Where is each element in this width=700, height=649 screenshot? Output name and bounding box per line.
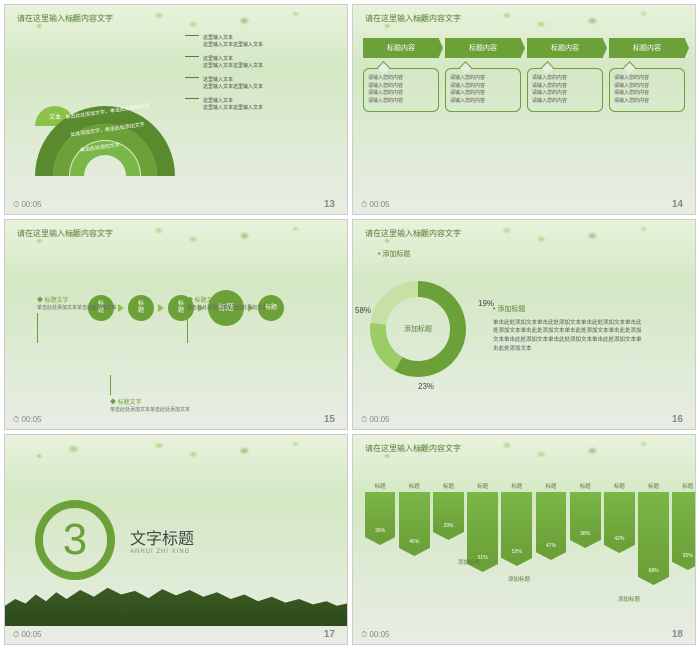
line-text: 这里输入文本这里输入文本这里输入文本: [203, 77, 263, 90]
bubble-item: 请输入您的内容请输入您的内容请输入您的内容请输入您的内容: [527, 68, 603, 112]
section-subtitle: ANHUI ZHI XING: [130, 549, 194, 555]
annotation: 添加标题: [508, 575, 530, 583]
page-number: 13: [324, 199, 335, 210]
line-text: 这里输入文本这里输入文本这里输入文本: [203, 98, 263, 111]
section-title: 文字标题: [130, 525, 194, 549]
bar-column: 标题38%: [570, 482, 601, 540]
flow-label: ◆ 标题文字单击此处添加文本单击此处添加文本: [37, 295, 117, 343]
tab-item: 标题内容: [363, 38, 439, 58]
annotation: 添加标题: [618, 595, 640, 603]
bubble-item: 请输入您的内容请输入您的内容请输入您的内容请输入您的内容: [445, 68, 521, 112]
bar-column: 标题52%: [501, 482, 532, 558]
slide-15: 请在这里输入标题内容文字 ◆ 标题文字单击此处添加文本单击此处添加文本 ◆ 标题文…: [4, 219, 348, 430]
donut-chart: 添加标题 58%19%23%: [363, 274, 473, 384]
timer: ⏱ 00:05: [13, 415, 41, 425]
page-number: 18: [672, 629, 683, 640]
slide-title: 请在这里输入标题内容文字: [365, 13, 461, 24]
slide-14: 请在这里输入标题内容文字 标题内容标题内容标题内容标题内容 请输入您的内容请输入…: [352, 4, 696, 215]
bar-column: 标题68%: [638, 482, 669, 577]
bar-column: 标题29%: [433, 482, 464, 532]
leaves-bg: [5, 435, 347, 470]
flow-label: ◆ 标题文字单击此处添加文本单击此处添加文本: [187, 295, 267, 343]
flow-label: ◆ 标题文字单击此处添加文本单击此处添加文本: [110, 375, 190, 413]
page-number: 16: [672, 414, 683, 425]
arc-chart: 文本 单击此处添加文字，单击此处添加文字 此处添加文字，单击此处添加文字 单击此…: [35, 106, 175, 176]
bar-column: 标题55%: [672, 482, 696, 562]
page-number: 17: [324, 629, 335, 640]
slide-16: 请在这里输入标题内容文字 • 添加标题 添加标题 58%19%23% • 添加标…: [352, 219, 696, 430]
bubble-item: 请输入您的内容请输入您的内容请输入您的内容请输入您的内容: [363, 68, 439, 112]
slide-13: 请在这里输入标题内容文字 文本 单击此处添加文字，单击此处添加文字 此处添加文字…: [4, 4, 348, 215]
bar-column: 标题42%: [604, 482, 635, 545]
timer: ⏱ 00:05: [361, 200, 389, 210]
sub-title: 添加标题: [382, 251, 410, 258]
bubble-row: 请输入您的内容请输入您的内容请输入您的内容请输入您的内容请输入您的内容请输入您的…: [363, 68, 685, 112]
bar-column: 标题51%: [467, 482, 498, 564]
page-number: 14: [672, 199, 683, 210]
slide-title: 请在这里输入标题内容文字: [17, 13, 113, 24]
tab-item: 标题内容: [527, 38, 603, 58]
slide-18: 请在这里输入标题内容文字 标题36%标题45%标题29%标题51%标题52%标题…: [352, 434, 696, 645]
donut-center: 添加标题: [404, 324, 432, 334]
page-number: 15: [324, 414, 335, 425]
timer: ⏱ 00:05: [13, 630, 41, 640]
flow-node: 标题: [128, 295, 154, 321]
tab-item: 标题内容: [445, 38, 521, 58]
bar-column: 标题47%: [536, 482, 567, 552]
right-text: • 添加标题 单击此处添加文本单击此处添加文本单击此处添加文本单击此处添加文本单…: [493, 304, 643, 353]
slide-title: 请在这里输入标题内容文字: [365, 228, 461, 239]
slide-title: 请在这里输入标题内容文字: [17, 228, 113, 239]
annotation: 添加标题: [458, 558, 480, 566]
arrow-icon: [118, 304, 124, 312]
timer: ⏱ 00:05: [13, 200, 41, 210]
bar-chart: 标题36%标题45%标题29%标题51%标题52%标题47%标题38%标题42%…: [363, 460, 696, 577]
slide-title: 请在这里输入标题内容文字: [365, 443, 461, 454]
bar-column: 标题45%: [399, 482, 430, 548]
bubble-item: 请输入您的内容请输入您的内容请输入您的内容请输入您的内容: [609, 68, 685, 112]
section-number: 3: [35, 500, 115, 580]
arrow-icon: [158, 304, 164, 312]
line-text: 这里输入文本这里输入文本这里输入文本: [203, 56, 263, 69]
pct-label: 58%: [355, 306, 371, 315]
tab-item: 标题内容: [609, 38, 685, 58]
pct-label: 19%: [478, 299, 494, 308]
timer: ⏱ 00:05: [361, 415, 389, 425]
tab-row: 标题内容标题内容标题内容标题内容: [363, 30, 685, 58]
line-list: 这里输入文本这里输入文本这里输入文本这里输入文本这里输入文本这里输入文本这里输入…: [185, 35, 332, 119]
line-text: 这里输入文本这里输入文本这里输入文本: [203, 35, 263, 48]
pct-label: 23%: [418, 382, 434, 391]
bar-column: 标题36%: [365, 482, 396, 537]
timer: ⏱ 00:05: [361, 630, 389, 640]
slide-17: 3 文字标题 ANHUI ZHI XING ⏱ 00:05 17: [4, 434, 348, 645]
